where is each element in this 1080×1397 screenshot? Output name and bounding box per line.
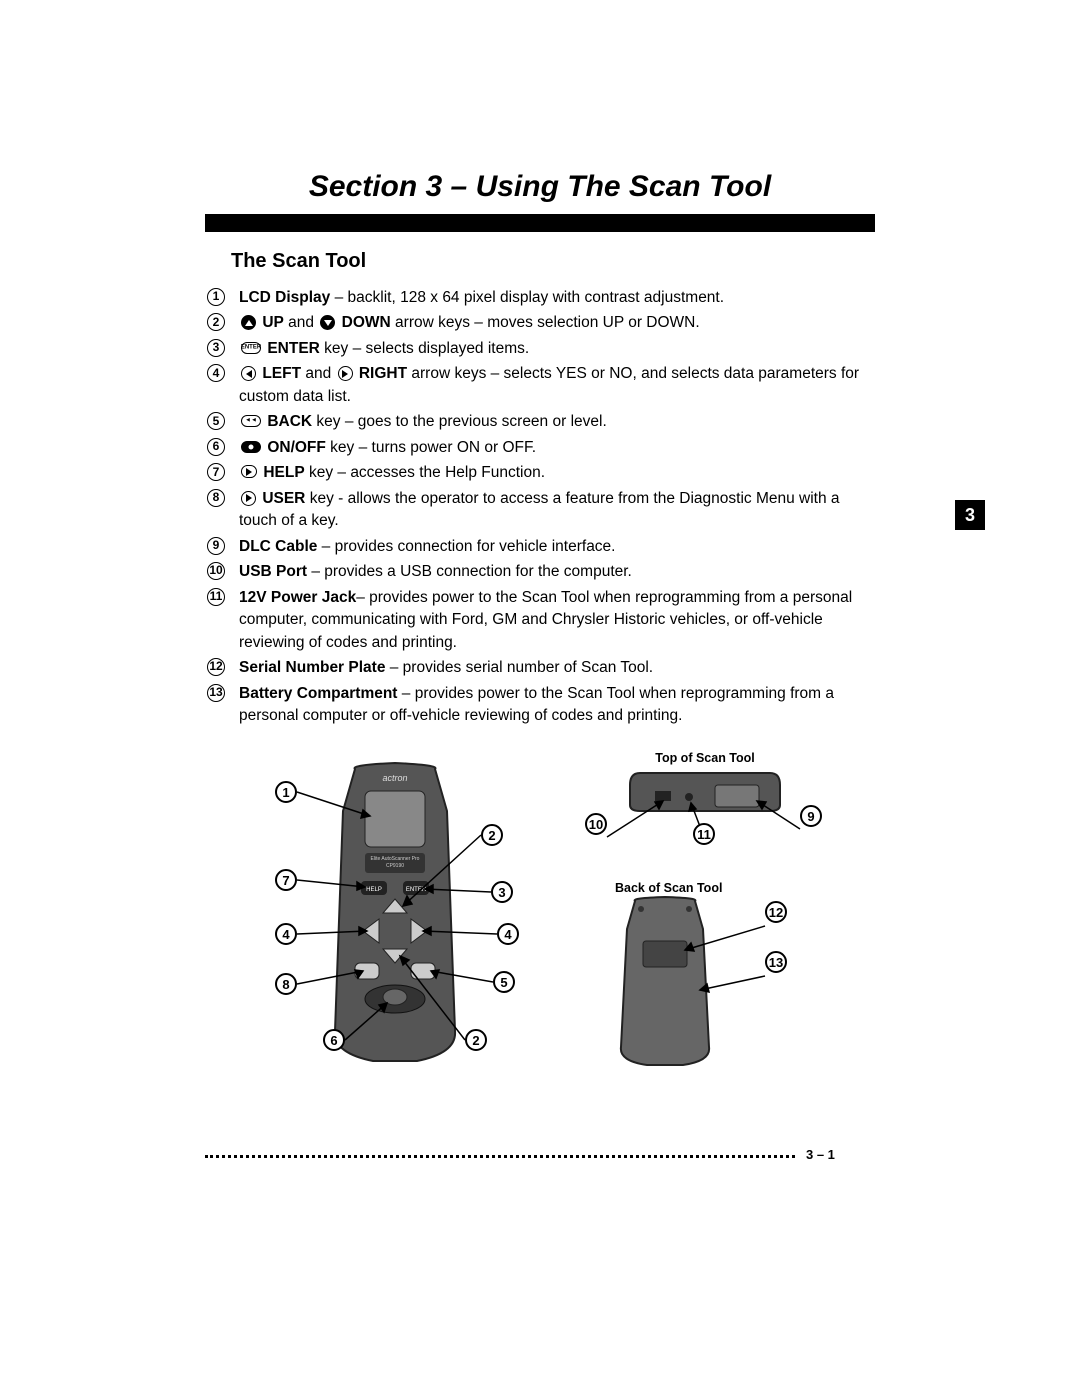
scan-tool-front-icon: Elite AutoScanner Pro CP9190 actron HELP… [275,761,545,1081]
feature-item-8: 8 USER key - allows the operator to acce… [205,488,875,533]
section-tab: 3 [955,500,985,530]
front-view: Elite AutoScanner Pro CP9190 actron HELP… [275,761,545,1081]
section-title: Section 3 – Using The Scan Tool [205,170,875,204]
feature-item-2: 2 UP and DOWN arrow keys – moves selecti… [205,312,875,334]
item-number-icon: 13 [207,684,225,702]
feature-item-9: 9DLC Cable – provides connection for veh… [205,536,875,558]
item-number-icon: 11 [207,588,225,606]
svg-text:actron: actron [382,773,407,783]
title-underline [205,214,875,232]
svg-text:CP9190: CP9190 [386,863,404,869]
item-number-icon: 2 [207,313,225,331]
item-number-icon: 9 [207,537,225,555]
item-number-icon: 10 [207,562,225,580]
diagram-area: Elite AutoScanner Pro CP9190 actron HELP… [205,751,875,1091]
item-number-icon: 8 [207,489,225,507]
back-view-label: Back of Scan Tool [615,881,825,895]
subtitle: The Scan Tool [231,250,875,273]
feature-item-7: 7 HELP key – accesses the Help Function. [205,462,875,484]
feature-item-5: 5◄◄ BACK key – goes to the previous scre… [205,411,875,433]
feature-item-11: 1112V Power Jack– provides power to the … [205,587,875,654]
footer-dotted-line [205,1155,795,1158]
feature-item-1: 1LCD Display – backlit, 128 x 64 pixel d… [205,287,875,309]
feature-item-6: 6 ON/OFF key – turns power ON or OFF. [205,437,875,459]
item-number-icon: 4 [207,364,225,382]
item-number-icon: 6 [207,438,225,456]
svg-text:HELP: HELP [366,887,382,893]
item-number-icon: 3 [207,339,225,357]
feature-item-10: 10USB Port – provides a USB connection f… [205,561,875,583]
item-number-icon: 12 [207,658,225,676]
svg-text:Elite AutoScanner Pro: Elite AutoScanner Pro [371,856,420,862]
top-view-label: Top of Scan Tool [585,751,825,765]
feature-item-12: 12Serial Number Plate – provides serial … [205,657,875,679]
item-number-icon: 5 [207,412,225,430]
back-view: Back of Scan Tool 1213 [585,881,825,1081]
item-number-icon: 1 [207,288,225,306]
item-number-icon: 7 [207,463,225,481]
feature-item-4: 4 LEFT and RIGHT arrow keys – selects YE… [205,363,875,408]
scan-tool-back-icon [585,895,825,1075]
page-number: 3 – 1 [806,1147,835,1162]
top-view: Top of Scan Tool 10119 [585,751,825,871]
feature-list: 1LCD Display – backlit, 128 x 64 pixel d… [205,287,875,727]
feature-item-13: 13Battery Compartment – provides power t… [205,683,875,728]
feature-item-3: 3ENTER ENTER key – selects displayed ite… [205,338,875,360]
